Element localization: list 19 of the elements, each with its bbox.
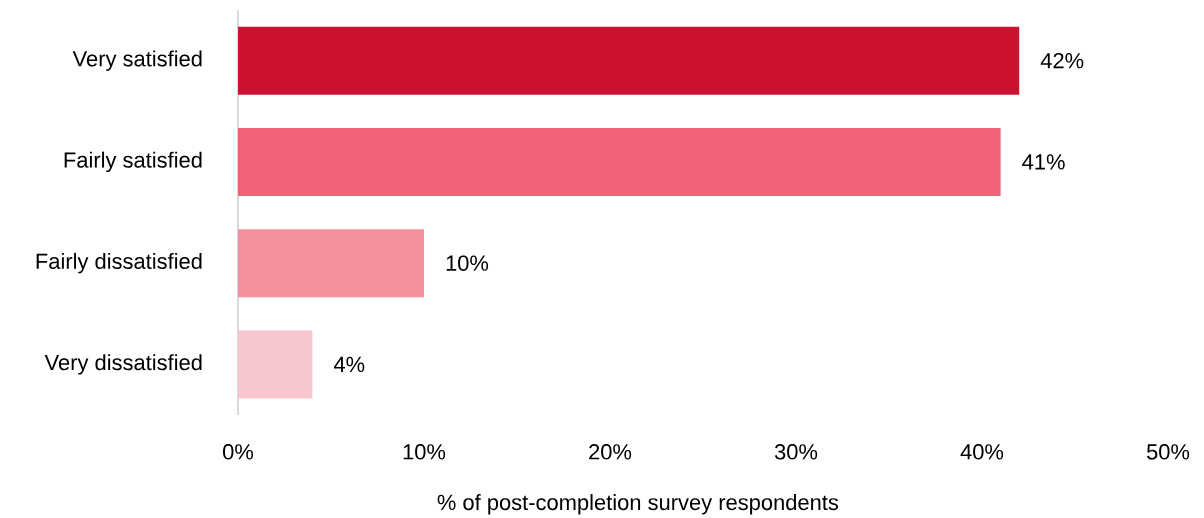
y-tick-label: Fairly satisfied bbox=[64, 151, 202, 173]
y-tick-label: Fairly dissatisfied bbox=[36, 252, 202, 274]
x-tick-label: 50% bbox=[1146, 444, 1190, 460]
bar bbox=[238, 127, 1001, 196]
x-tick-label: 20% bbox=[589, 444, 632, 460]
data-label: 42% bbox=[1040, 52, 1084, 69]
y-tick-label: Very satisfied bbox=[72, 50, 202, 71]
bar bbox=[238, 26, 1020, 95]
x-tick-label: 30% bbox=[774, 444, 818, 460]
bar bbox=[238, 229, 425, 298]
x-tick-label: 40% bbox=[960, 444, 1004, 460]
y-tick-label: Very dissatisfied bbox=[44, 354, 202, 375]
data-label: 10% bbox=[446, 255, 489, 271]
x-axis-title: % of post-completion survey respondents bbox=[437, 494, 839, 515]
data-label: 4% bbox=[333, 356, 365, 373]
bar bbox=[238, 330, 313, 399]
x-tick-label: 0% bbox=[223, 444, 254, 460]
x-tick-label: 10% bbox=[403, 444, 446, 460]
data-label: 41% bbox=[1022, 154, 1065, 170]
